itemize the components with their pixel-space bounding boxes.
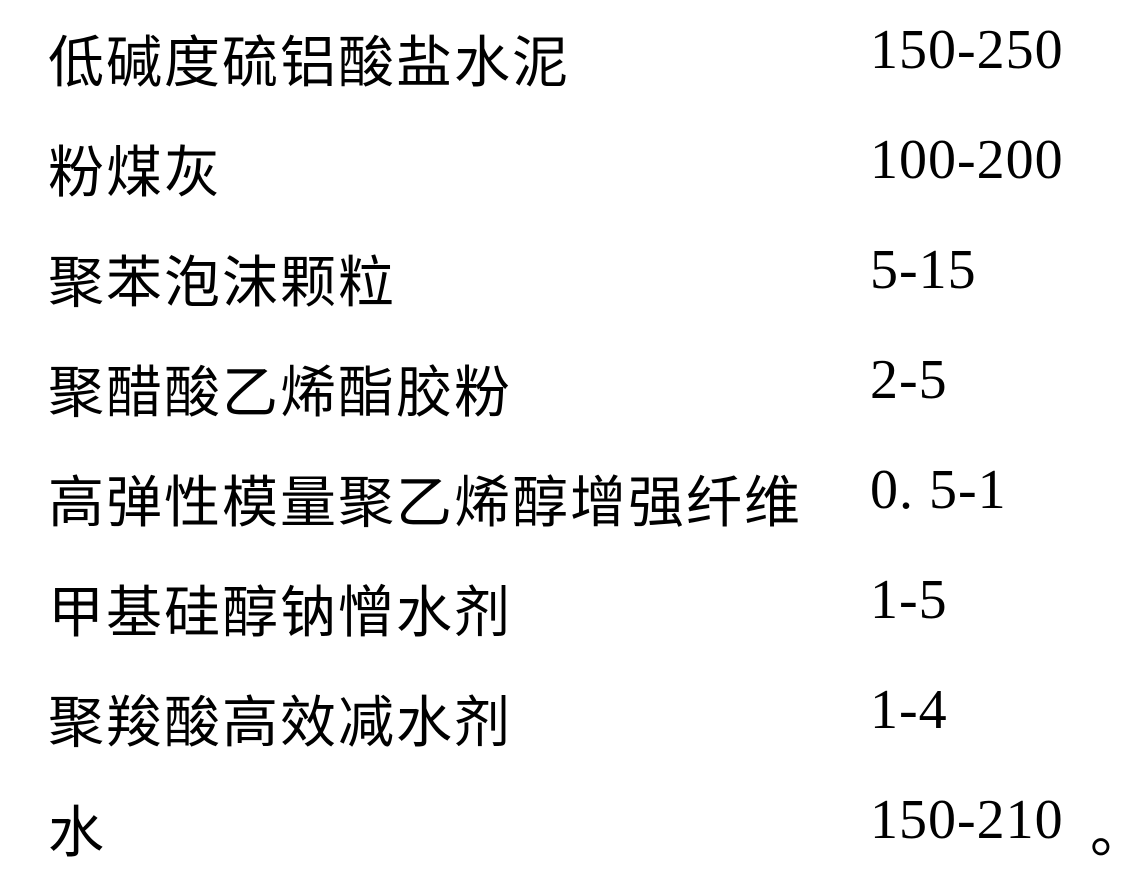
ingredient-label: 聚醋酸乙烯酯胶粉	[48, 348, 512, 429]
ingredient-value: 2-5	[870, 348, 948, 412]
table-row: 聚醋酸乙烯酯胶粉 2-5	[0, 348, 1139, 458]
ingredient-label: 聚苯泡沫颗粒	[48, 238, 396, 319]
ingredient-label: 低碱度硫铝酸盐水泥	[48, 18, 570, 99]
ingredient-value: 150-210	[870, 788, 1064, 852]
ingredient-value: 1-4	[870, 678, 948, 742]
ingredient-label: 甲基硅醇钠憎水剂	[48, 568, 512, 649]
ingredient-value: 5-15	[870, 238, 977, 302]
trailing-period: 。	[1090, 788, 1139, 869]
ingredient-label: 聚羧酸高效减水剂	[48, 678, 512, 759]
ingredient-label: 粉煤灰	[48, 128, 222, 209]
ingredient-label: 水	[48, 788, 106, 869]
ingredient-value: 150-250	[870, 18, 1064, 82]
ingredient-label: 高弹性模量聚乙烯醇增强纤维	[48, 458, 802, 539]
table-row: 低碱度硫铝酸盐水泥 150-250	[0, 18, 1139, 128]
table-row: 甲基硅醇钠憎水剂 1-5	[0, 568, 1139, 678]
composition-list: 低碱度硫铝酸盐水泥 150-250 粉煤灰 100-200 聚苯泡沫颗粒 5-1…	[0, 0, 1139, 889]
table-row: 高弹性模量聚乙烯醇增强纤维 0. 5-1	[0, 458, 1139, 568]
table-row: 水 150-210	[0, 788, 1139, 889]
table-row: 聚苯泡沫颗粒 5-15	[0, 238, 1139, 348]
ingredient-value: 0. 5-1	[870, 458, 1007, 522]
ingredient-value: 100-200	[870, 128, 1064, 192]
table-row: 粉煤灰 100-200	[0, 128, 1139, 238]
table-row: 聚羧酸高效减水剂 1-4	[0, 678, 1139, 788]
ingredient-value: 1-5	[870, 568, 948, 632]
